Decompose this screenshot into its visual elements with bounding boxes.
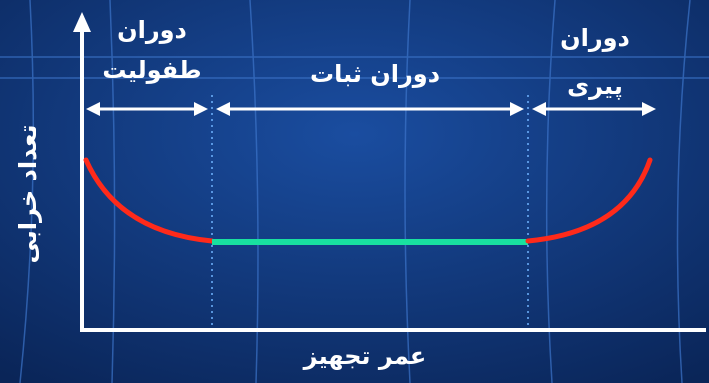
decreasing-failure-curve <box>83 157 215 244</box>
arrow-stable-right-head <box>510 102 524 116</box>
axes <box>73 12 706 332</box>
arrow-aging-right-head <box>642 102 656 116</box>
label-aging-period-line2: پیری <box>567 72 623 100</box>
label-infant-period-line2: طفولیت <box>102 56 202 84</box>
arrow-infant-left-head <box>86 102 100 116</box>
label-stable-period: دوران ثبات <box>309 60 441 88</box>
increasing-failure-curve <box>525 157 653 244</box>
arrow-aging-left-head <box>532 102 546 116</box>
period-arrows <box>86 102 656 116</box>
grid-line <box>19 0 35 383</box>
label-infant-period-line1: دوران <box>117 16 187 44</box>
x-axis-label: عمر تجهیز <box>303 342 427 370</box>
arrow-stable-left-head <box>216 102 230 116</box>
y-axis-label: تعداد خرابی <box>14 124 42 264</box>
y-axis-arrowhead <box>73 12 91 32</box>
label-aging-period-line1: دوران <box>560 24 630 52</box>
arrow-infant-right-head <box>194 102 208 116</box>
